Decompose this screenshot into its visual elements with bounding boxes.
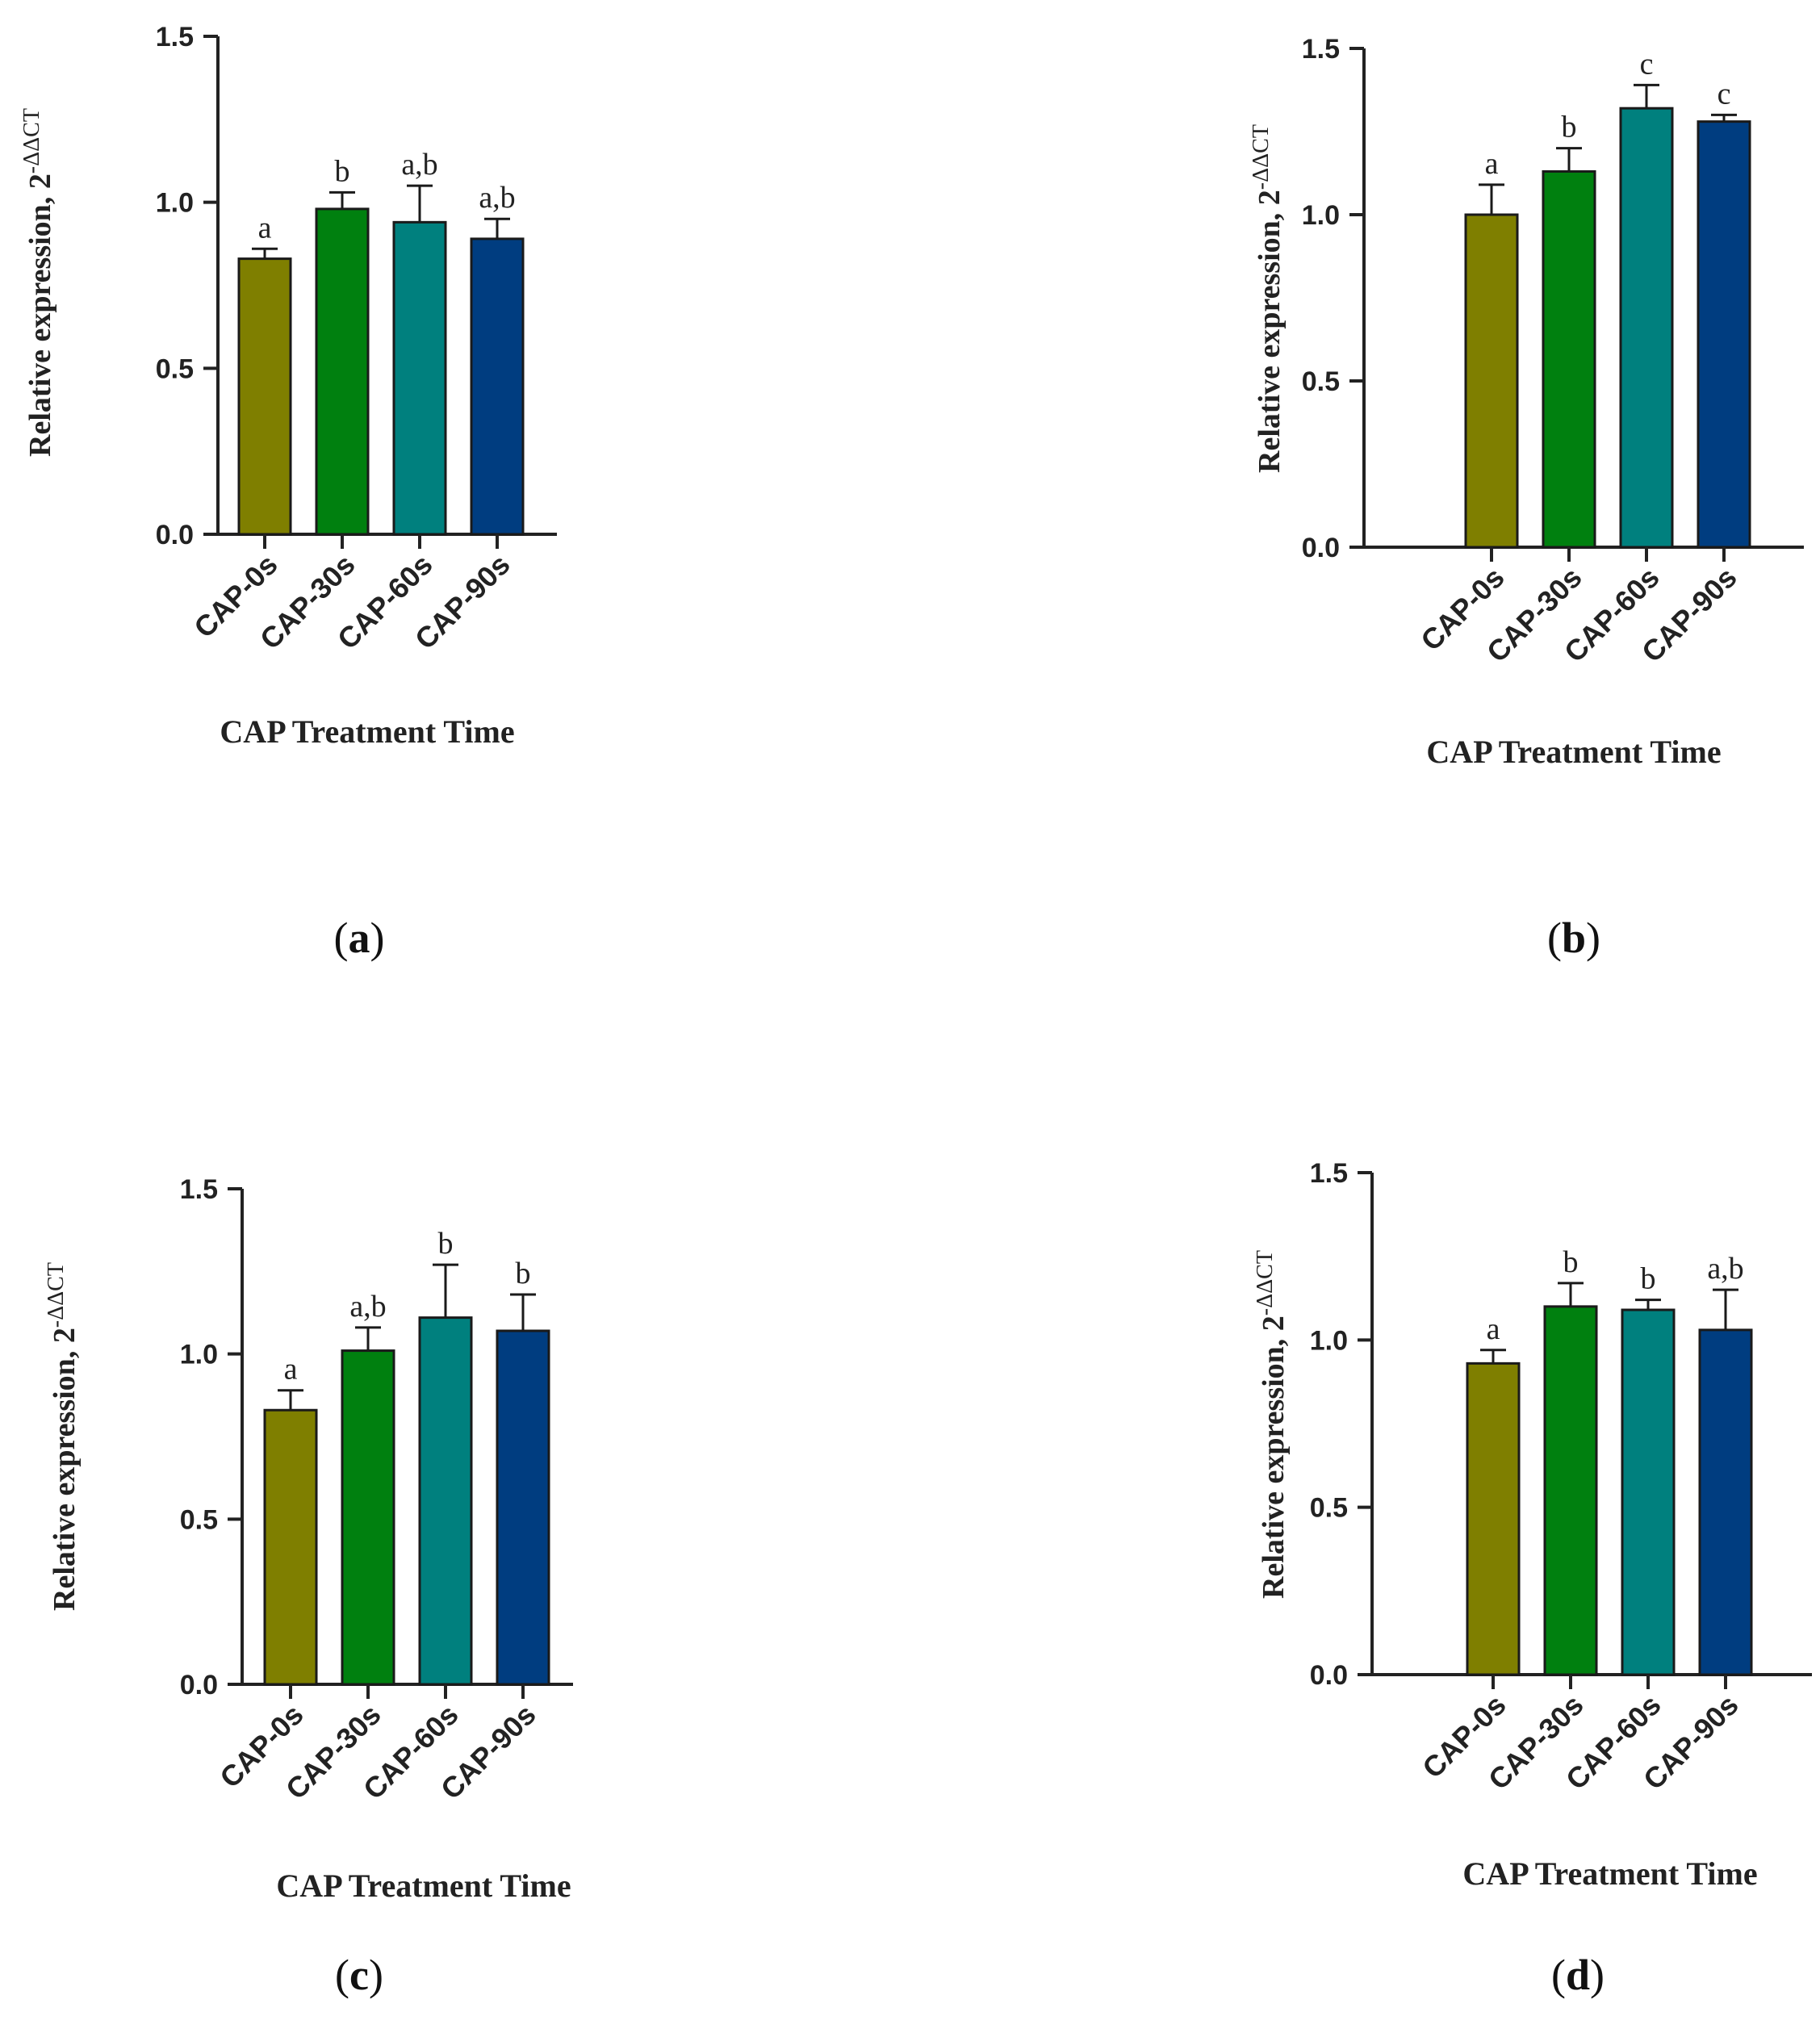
panel-label-letter: a — [349, 914, 370, 962]
significance-label: c — [1717, 77, 1731, 111]
bar-CAP-90s — [470, 237, 525, 536]
significance-label: c — [1640, 47, 1654, 81]
panel-label: (b) — [1547, 914, 1600, 962]
bar-CAP-30s — [1542, 169, 1596, 549]
y-tick-label: 0.0 — [1310, 1660, 1348, 1691]
y-tick-label: 1.5 — [156, 22, 194, 52]
bar-CAP-90s — [496, 1329, 550, 1686]
bar-CAP-60s — [1619, 107, 1674, 549]
panel-label-open: ( — [335, 1951, 349, 1999]
y-axis-title-superscript: -ΔΔCT — [1249, 124, 1274, 190]
panel-label-open: ( — [1547, 914, 1562, 962]
chart-panel-b: 0.00.51.01.5aCAP-0sbCAP-30scCAP-60scCAP-… — [1249, 34, 1804, 962]
significance-label: a,b — [1707, 1252, 1743, 1286]
y-axis-title: Relative expression, 2-ΔΔCT — [1253, 1250, 1291, 1599]
panel-label-letter: c — [349, 1951, 369, 1999]
y-axis-title-main: Relative expression, 2 — [1257, 1315, 1291, 1599]
y-axis-title: Relative expression, 2-ΔΔCT — [44, 1262, 82, 1611]
significance-label: a — [1485, 147, 1499, 181]
significance-label: a,b — [349, 1290, 386, 1324]
panel-label-close: ) — [370, 914, 385, 962]
bar-CAP-0s — [237, 257, 292, 536]
bar-CAP-0s — [1464, 213, 1519, 549]
bar-CAP-0s — [1466, 1361, 1521, 1676]
significance-label: b — [438, 1227, 454, 1261]
y-tick-label: 1.0 — [156, 188, 194, 219]
y-tick-label: 0.5 — [1310, 1493, 1348, 1524]
y-tick-label: 0.5 — [156, 353, 194, 384]
panel-label-letter: d — [1566, 1951, 1590, 1999]
y-tick-label: 0.5 — [180, 1504, 218, 1535]
y-tick-label: 1.5 — [1310, 1158, 1348, 1189]
x-axis-title: CAP Treatment Time — [220, 713, 514, 750]
bar-CAP-90s — [1697, 120, 1751, 549]
x-axis-title: CAP Treatment Time — [1462, 1855, 1757, 1892]
bar-CAP-60s — [1621, 1308, 1676, 1676]
y-axis-title-main: Relative expression, 2 — [1253, 190, 1287, 473]
y-tick-label: 1.0 — [1302, 200, 1340, 231]
significance-label: a — [258, 211, 272, 245]
x-axis-title: CAP Treatment Time — [276, 1868, 571, 1904]
chart-panel-a: 0.00.51.01.5aCAP-0sbCAP-30sa,bCAP-60sa,b… — [19, 22, 557, 962]
panel-label: (d) — [1551, 1951, 1605, 1999]
bar-CAP-30s — [1543, 1305, 1598, 1676]
y-tick-label: 1.5 — [1302, 34, 1340, 65]
panel-label-open: ( — [334, 914, 349, 962]
bar-CAP-90s — [1698, 1328, 1753, 1676]
y-axis-title-superscript: -ΔΔCT — [19, 108, 44, 174]
bar-CAP-60s — [418, 1316, 473, 1686]
significance-label: b — [516, 1257, 531, 1290]
chart-panel-d: 0.00.51.01.5aCAP-0sbCAP-30sbCAP-60sa,bCA… — [1253, 1158, 1812, 1999]
bar-CAP-30s — [315, 207, 370, 536]
panel-label-close: ) — [1590, 1951, 1605, 1999]
y-axis-title-main: Relative expression, 2 — [48, 1328, 82, 1611]
y-axis-title-main: Relative expression, 2 — [23, 174, 57, 457]
significance-label: a — [1487, 1312, 1500, 1346]
bar-CAP-0s — [263, 1408, 318, 1686]
significance-label: a,b — [479, 181, 515, 215]
panel-label: (c) — [335, 1951, 383, 1999]
significance-label: b — [1641, 1262, 1656, 1296]
y-tick-label: 0.0 — [180, 1670, 218, 1700]
panel-label: (a) — [334, 914, 385, 962]
panel-label-letter: b — [1562, 914, 1586, 962]
y-axis-title-superscript: -ΔΔCT — [44, 1262, 69, 1328]
significance-label: b — [1562, 111, 1577, 144]
y-tick-label: 0.0 — [1302, 533, 1340, 563]
y-axis-title-superscript: -ΔΔCT — [1253, 1250, 1278, 1315]
y-tick-label: 1.0 — [180, 1340, 218, 1370]
y-tick-label: 1.5 — [180, 1174, 218, 1205]
bar-CAP-60s — [392, 220, 447, 536]
significance-label: b — [1563, 1245, 1579, 1279]
y-tick-label: 0.0 — [156, 520, 194, 550]
y-axis-title: Relative expression, 2-ΔΔCT — [1249, 124, 1287, 473]
chart-panel-c: 0.00.51.01.5aCAP-0sa,bCAP-30sbCAP-60sbCA… — [44, 1174, 573, 1999]
y-axis-title: Relative expression, 2-ΔΔCT — [19, 108, 57, 457]
panel-label-close: ) — [369, 1951, 383, 1999]
panel-label-open: ( — [1551, 1951, 1566, 1999]
significance-label: a,b — [401, 148, 437, 182]
significance-label: a — [284, 1353, 298, 1387]
y-tick-label: 1.0 — [1310, 1325, 1348, 1356]
y-tick-label: 0.5 — [1302, 366, 1340, 397]
panel-label-close: ) — [1586, 914, 1600, 962]
significance-label: b — [335, 154, 350, 188]
x-axis-title: CAP Treatment Time — [1426, 734, 1721, 770]
bar-CAP-30s — [341, 1349, 395, 1686]
